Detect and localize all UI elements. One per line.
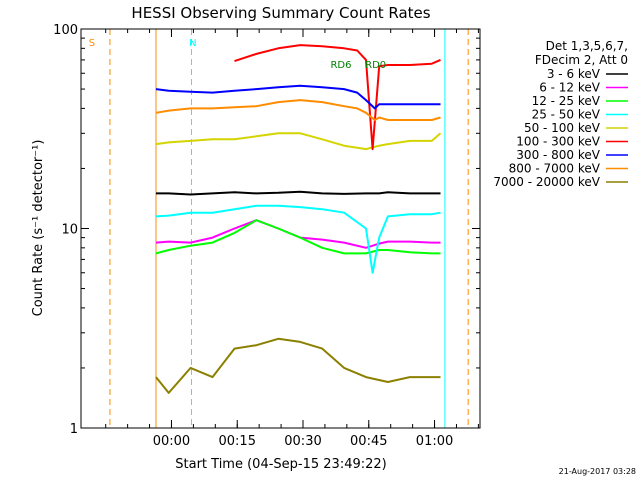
series-line-50-100-kev: [155, 132, 442, 151]
marker-lines: [109, 29, 469, 428]
chart-title: HESSI Observing Summary Count Rates: [131, 4, 430, 22]
legend-label-50-100-kev: 50 - 100 keV: [524, 121, 601, 135]
series-line-100-300-kev: [234, 44, 441, 151]
legend-header-line-2: FDecim 2, Att 0: [535, 53, 628, 67]
y-tick-label-10: 10: [61, 223, 78, 238]
annotation-n: N: [189, 38, 196, 49]
legend: Det 1,3,5,6,7, FDecim 2, Att 0 3 - 6 keV…: [493, 39, 628, 189]
legend-label-25-50-kev: 25 - 50 keV: [532, 108, 601, 122]
legend-label-6-12-kev: 6 - 12 keV: [539, 81, 601, 95]
annotation-s: S: [89, 38, 95, 49]
x-tick-label-00-45: 00:45: [350, 434, 387, 449]
series-lines: [155, 44, 442, 394]
series-line-3-6-kev: [156, 190, 441, 196]
x-axis-label: Start Time (04-Sep-15 23:49:22): [175, 457, 386, 472]
x-tick-label-00-15: 00:15: [219, 434, 256, 449]
legend-label-7000-20000-kev: 7000 - 20000 keV: [493, 175, 600, 189]
series-line-7000-20000-kev: [155, 337, 441, 394]
legend-label-12-25-kev: 12 - 25 keV: [532, 94, 601, 108]
legend-label-3-6-kev: 3 - 6 keV: [547, 67, 601, 81]
legend-label-300-800-kev: 300 - 800 keV: [516, 148, 600, 162]
x-tick-label-00-30: 00:30: [284, 434, 321, 449]
series-line-300-800-kev: [155, 84, 441, 110]
annotations: S N RD6 RD0: [89, 38, 386, 71]
series-line-25-50-kev: [155, 204, 441, 274]
series-line-800-7000-kev: [155, 99, 441, 121]
axes: 00:00 00:15 00:30 00:45 01:00 1 10 100: [53, 23, 480, 449]
legend-label-800-7000-kev: 800 - 7000 keV: [509, 162, 601, 176]
x-tick-label-01-00: 01:00: [416, 434, 453, 449]
annotation-rd0: RD0: [365, 60, 386, 71]
legend-label-100-300-kev: 100 - 300 keV: [516, 135, 600, 149]
y-tick-label-100: 100: [53, 23, 78, 38]
footer-timestamp: 21-Aug-2017 03:28: [559, 467, 636, 476]
legend-header-line-1: Det 1,3,5,6,7,: [546, 39, 628, 53]
x-tick-label-00-00: 00:00: [153, 434, 190, 449]
y-axis-label: Count Rate (s⁻¹ detector⁻¹): [31, 140, 46, 317]
y-tick-label-1: 1: [70, 422, 78, 437]
series-line-12-25-kev: [155, 219, 441, 255]
annotation-rd6: RD6: [330, 60, 351, 71]
series-line-6-12-kev: [155, 219, 441, 249]
